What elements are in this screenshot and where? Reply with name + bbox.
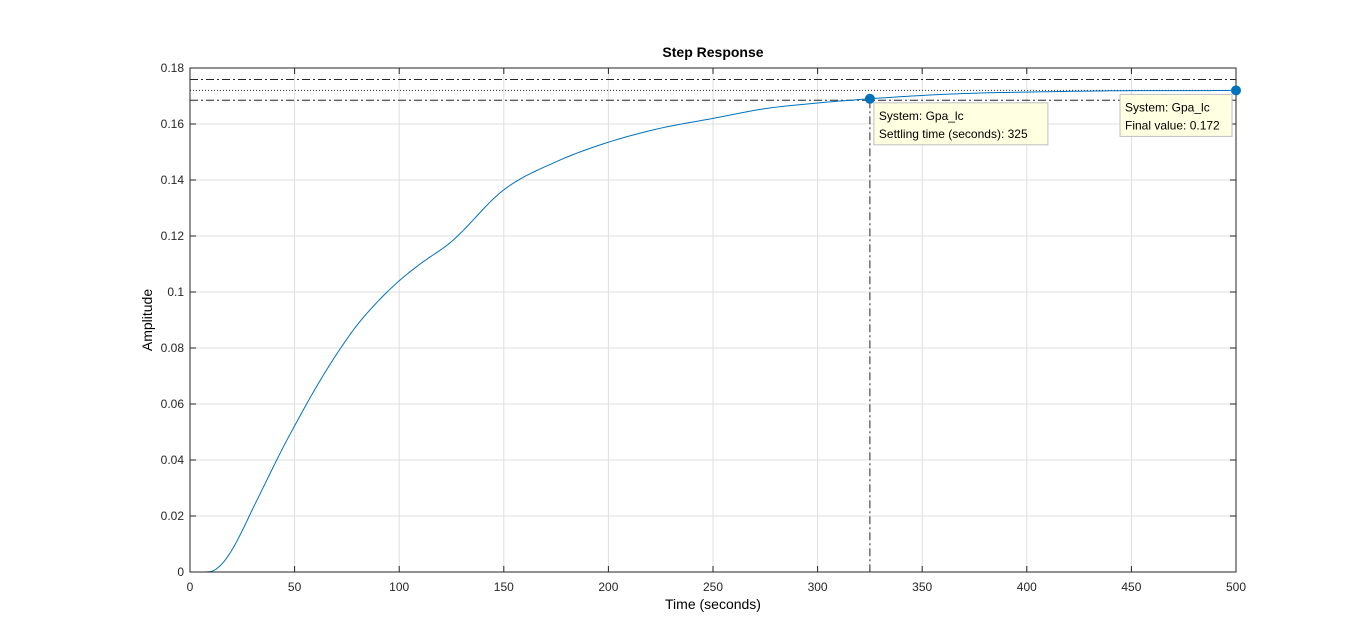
series-layer bbox=[190, 89, 1237, 573]
y-tick-label: 0.12 bbox=[161, 229, 185, 243]
x-tick-label: 0 bbox=[187, 580, 194, 594]
x-tick-label: 200 bbox=[598, 580, 618, 594]
datatip-box bbox=[873, 102, 1049, 146]
y-tick-label: 0.08 bbox=[161, 341, 185, 355]
x-tick-label: 250 bbox=[703, 580, 723, 594]
step-response-line bbox=[190, 89, 1237, 573]
x-tick-label: 350 bbox=[912, 580, 932, 594]
datatip-marker[interactable] bbox=[864, 93, 875, 104]
x-tick-label: 450 bbox=[1121, 580, 1141, 594]
x-tick-label: 100 bbox=[389, 580, 409, 594]
x-tick-label: 150 bbox=[494, 580, 514, 594]
x-tick-label: 400 bbox=[1017, 580, 1037, 594]
y-tick-label: 0.18 bbox=[161, 61, 185, 75]
datatip[interactable]: System: Gpa_lc Settling time (seconds): 3… bbox=[864, 93, 1049, 146]
y-axis-label: Amplitude bbox=[139, 289, 155, 351]
y-tick-label: 0.14 bbox=[161, 173, 185, 187]
y-tick-label: 0.16 bbox=[161, 117, 185, 131]
y-tick-label: 0 bbox=[177, 565, 184, 579]
datatip-box bbox=[1119, 93, 1233, 137]
datatip-marker[interactable] bbox=[1231, 85, 1241, 96]
x-tick-label: 300 bbox=[808, 580, 828, 594]
reference-lines bbox=[190, 78, 1236, 572]
datatip-line-1: System: Gpa_lc bbox=[1125, 100, 1210, 114]
datatip[interactable]: System: Gpa_lc Final value: 0.172 bbox=[1119, 85, 1241, 137]
datatip-line-2: Settling time (seconds): 325 bbox=[879, 127, 1028, 141]
datatip-line-2: Final value: 0.172 bbox=[1125, 118, 1220, 132]
x-tick-label: 500 bbox=[1226, 580, 1246, 594]
y-tick-label: 0.04 bbox=[161, 453, 185, 467]
datatips[interactable]: System: Gpa_lc Settling time (seconds): 3… bbox=[864, 85, 1241, 146]
y-tick-label: 0.06 bbox=[161, 397, 185, 411]
tick-marks: 0 50 100 150 200 250 300 350 400 450 500 0 0.02 0.04 0… bbox=[161, 61, 1247, 594]
datatip-line-1: System: Gpa_lc bbox=[879, 109, 964, 123]
y-tick-label: 0.1 bbox=[167, 285, 184, 299]
x-tick-label: 50 bbox=[288, 580, 302, 594]
chart-title: Step Response bbox=[662, 44, 763, 60]
y-tick-label: 0.02 bbox=[161, 509, 185, 523]
x-axis-label: Time (seconds) bbox=[665, 596, 761, 612]
